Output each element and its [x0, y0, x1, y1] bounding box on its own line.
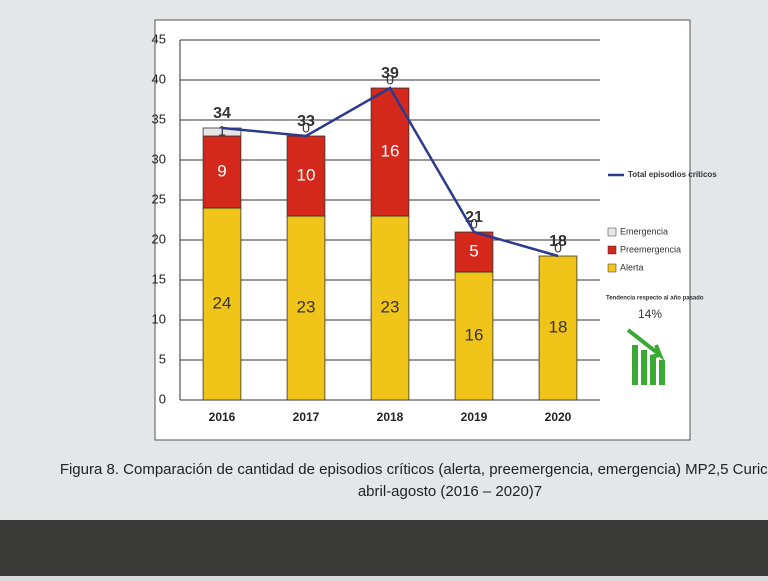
data-label: 1	[218, 123, 226, 139]
caption: abril-agosto (2016 – 2020)7	[358, 483, 542, 500]
legend-swatch	[607, 263, 617, 273]
chart-panel	[154, 19, 691, 441]
data-label: 23	[381, 297, 400, 316]
data-label: 0	[386, 72, 394, 88]
data-label: 5	[469, 241, 478, 260]
data-label: 16	[465, 325, 484, 344]
total-line	[221, 86, 559, 258]
y-tick-label: 25	[152, 191, 166, 206]
bar-segment	[370, 215, 410, 401]
x-tick-label: 2016	[209, 410, 236, 424]
y-tick-label: 20	[152, 231, 166, 246]
annotation-title: Tendencia respecto al año pasado	[606, 296, 704, 302]
y-tick-label: 35	[152, 111, 166, 126]
x-tick-label: 2017	[293, 410, 320, 424]
data-label: 23	[297, 297, 316, 316]
y-tick-label: 45	[152, 31, 166, 46]
caption: Figura 8. Comparación de cantidad de epi…	[60, 461, 768, 478]
trend-icon-bar	[632, 345, 638, 385]
bar-segment	[454, 231, 494, 273]
data-label: 0	[302, 120, 310, 136]
y-tick-label: 5	[159, 351, 166, 366]
trend-icon-bar	[641, 350, 647, 385]
y-tick-label: 40	[152, 71, 166, 86]
legend-label: Preemergencia	[620, 244, 681, 254]
x-tick-label: 2018	[377, 410, 404, 424]
trend-icon-arrow	[626, 328, 665, 362]
data-label: 9	[217, 161, 226, 180]
total-label: 39	[381, 65, 399, 82]
legend-label: Alerta	[620, 262, 644, 272]
data-label: 10	[297, 165, 316, 184]
bar-segment	[202, 135, 242, 209]
bar-segment	[538, 255, 578, 401]
data-label: 0	[470, 216, 478, 232]
y-tick-label: 0	[159, 391, 166, 406]
data-label: 16	[381, 141, 400, 160]
data-label: 0	[554, 240, 562, 256]
x-tick-label: 2020	[545, 410, 572, 424]
legend-label: Emergencia	[620, 226, 668, 236]
total-label: 34	[213, 105, 231, 122]
screen-frame	[0, 520, 768, 576]
y-tick-label: 15	[152, 271, 166, 286]
y-tick-label: 10	[152, 311, 166, 326]
data-label: 24	[213, 293, 232, 312]
bar-segment	[202, 207, 242, 401]
trend-icon-bar	[659, 360, 665, 385]
legend-swatch	[607, 245, 617, 255]
total-label: 33	[297, 113, 315, 130]
total-label: 18	[549, 233, 567, 250]
y-tick-label: 30	[152, 151, 166, 166]
x-tick-label: 2019	[461, 410, 488, 424]
annotation-value: 14%	[638, 307, 662, 321]
bar-segment	[286, 135, 326, 217]
legend-label: Total episodios críticos	[628, 170, 717, 179]
bar-segment	[286, 215, 326, 401]
trend-icon-bar	[650, 355, 656, 385]
data-label: 18	[549, 317, 568, 336]
legend-swatch	[607, 227, 617, 237]
